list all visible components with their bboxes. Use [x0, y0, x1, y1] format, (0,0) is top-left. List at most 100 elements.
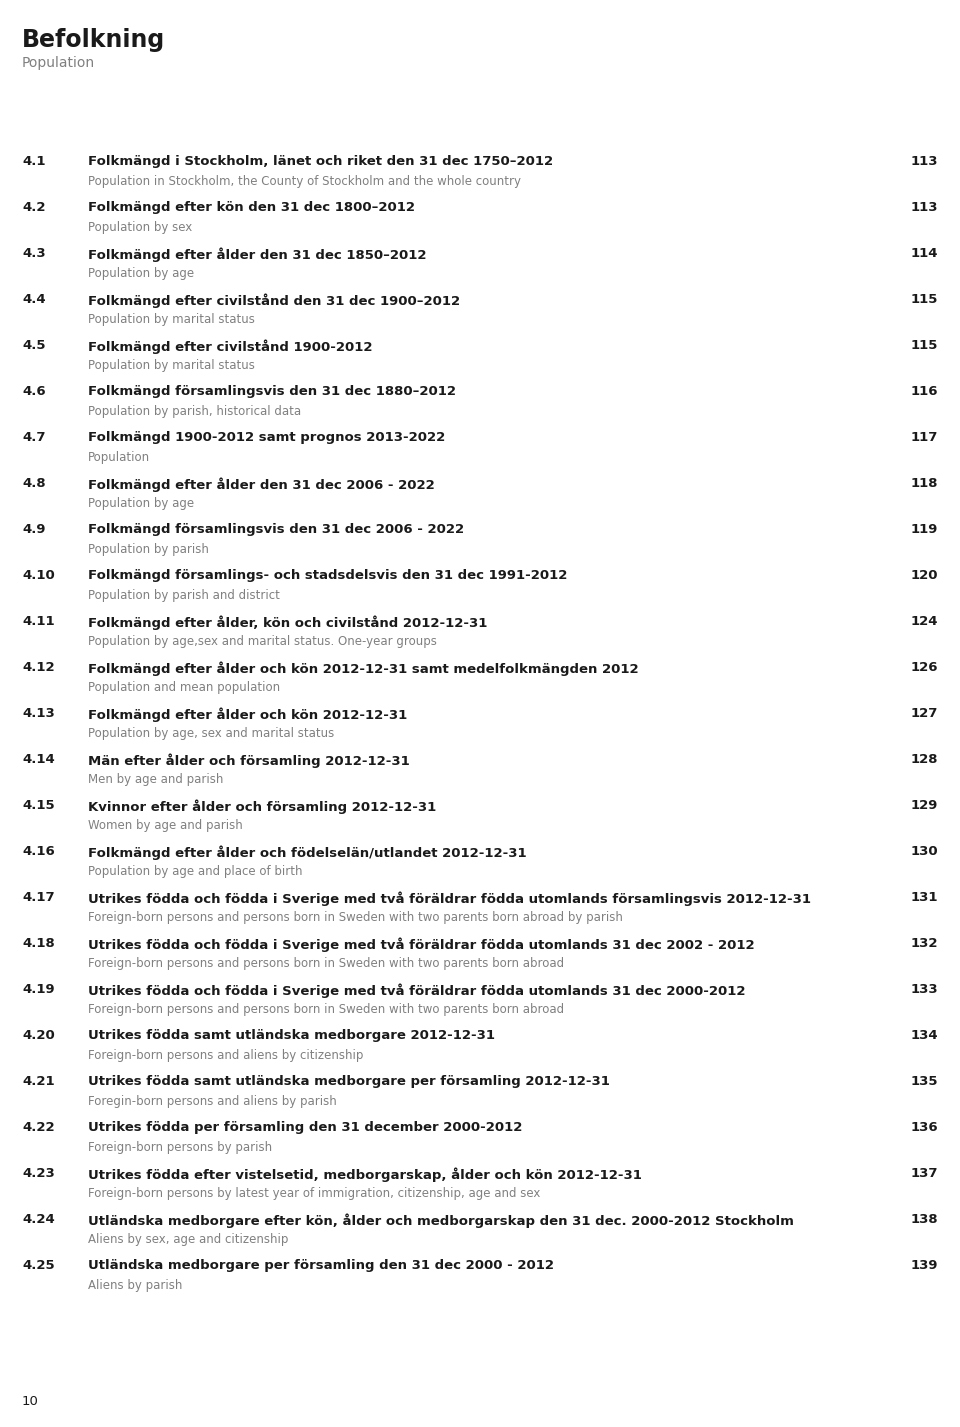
Text: Utrikes födda samt utländska medborgare 2012-12-31: Utrikes födda samt utländska medborgare … [88, 1029, 495, 1042]
Text: Folkmängd efter civilstånd den 31 dec 1900–2012: Folkmängd efter civilstånd den 31 dec 19… [88, 293, 460, 308]
Text: Population by parish, historical data: Population by parish, historical data [88, 405, 301, 418]
Text: 135: 135 [910, 1075, 938, 1087]
Text: Population by age: Population by age [88, 267, 194, 280]
Text: 133: 133 [910, 983, 938, 996]
Text: Population: Population [22, 56, 95, 70]
Text: 4.4: 4.4 [22, 293, 46, 305]
Text: 137: 137 [910, 1167, 938, 1180]
Text: 130: 130 [910, 845, 938, 858]
Text: 4.6: 4.6 [22, 385, 46, 398]
Text: 4.24: 4.24 [22, 1213, 55, 1226]
Text: Folkmängd efter ålder den 31 dec 2006 - 2022: Folkmängd efter ålder den 31 dec 2006 - … [88, 477, 435, 491]
Text: 128: 128 [910, 753, 938, 766]
Text: 4.5: 4.5 [22, 340, 45, 352]
Text: Aliens by sex, age and citizenship: Aliens by sex, age and citizenship [88, 1233, 288, 1246]
Text: 115: 115 [911, 293, 938, 305]
Text: 117: 117 [911, 431, 938, 444]
Text: 4.15: 4.15 [22, 799, 55, 812]
Text: 4.3: 4.3 [22, 247, 46, 260]
Text: 4.13: 4.13 [22, 706, 55, 721]
Text: 4.14: 4.14 [22, 753, 55, 766]
Text: Kvinnor efter ålder och församling 2012-12-31: Kvinnor efter ålder och församling 2012-… [88, 799, 436, 813]
Text: Folkmängd efter kön den 31 dec 1800–2012: Folkmängd efter kön den 31 dec 1800–2012 [88, 201, 415, 214]
Text: Folkmängd församlingsvis den 31 dec 2006 - 2022: Folkmängd församlingsvis den 31 dec 2006… [88, 524, 464, 537]
Text: Folkmängd efter ålder den 31 dec 1850–2012: Folkmängd efter ålder den 31 dec 1850–20… [88, 247, 426, 261]
Text: Folkmängd efter ålder och födelselän/utlandet 2012-12-31: Folkmängd efter ålder och födelselän/utl… [88, 845, 527, 859]
Text: 4.23: 4.23 [22, 1167, 55, 1180]
Text: Population in Stockholm, the County of Stockholm and the whole country: Population in Stockholm, the County of S… [88, 176, 521, 188]
Text: Men by age and parish: Men by age and parish [88, 773, 224, 786]
Text: Utrikes födda och födda i Sverige med två föräldrar födda utomlands församlingsv: Utrikes födda och födda i Sverige med tv… [88, 890, 811, 906]
Text: 4.21: 4.21 [22, 1075, 55, 1087]
Text: 118: 118 [910, 477, 938, 489]
Text: 120: 120 [910, 569, 938, 582]
Text: Folkmängd efter ålder och kön 2012-12-31: Folkmängd efter ålder och kön 2012-12-31 [88, 706, 407, 722]
Text: Population by parish: Population by parish [88, 544, 209, 557]
Text: Population by age: Population by age [88, 497, 194, 509]
Text: Foreign-born persons and persons born in Sweden with two parents born abroad: Foreign-born persons and persons born in… [88, 1003, 564, 1016]
Text: Population: Population [88, 451, 150, 464]
Text: 113: 113 [910, 201, 938, 214]
Text: Foreign-born persons and persons born in Sweden with two parents born abroad: Foreign-born persons and persons born in… [88, 958, 564, 970]
Text: Population by age,sex and marital status. One-year groups: Population by age,sex and marital status… [88, 635, 437, 648]
Text: Utrikes födda och födda i Sverige med två föräldrar födda utomlands 31 dec 2002 : Utrikes födda och födda i Sverige med tv… [88, 938, 755, 952]
Text: Folkmängd i Stockholm, länet och riket den 31 dec 1750–2012: Folkmängd i Stockholm, länet och riket d… [88, 156, 553, 168]
Text: 124: 124 [910, 615, 938, 628]
Text: 139: 139 [910, 1259, 938, 1271]
Text: Utländska medborgare per församling den 31 dec 2000 - 2012: Utländska medborgare per församling den … [88, 1259, 554, 1271]
Text: 134: 134 [910, 1029, 938, 1042]
Text: Utrikes födda per församling den 31 december 2000-2012: Utrikes födda per församling den 31 dece… [88, 1122, 522, 1134]
Text: Population by age, sex and marital status: Population by age, sex and marital statu… [88, 726, 334, 741]
Text: Foreign-born persons by latest year of immigration, citizenship, age and sex: Foreign-born persons by latest year of i… [88, 1187, 540, 1200]
Text: 132: 132 [910, 938, 938, 950]
Text: Män efter ålder och församling 2012-12-31: Män efter ålder och församling 2012-12-3… [88, 753, 410, 768]
Text: Foreign-born persons and persons born in Sweden with two parents born abroad by : Foreign-born persons and persons born in… [88, 910, 623, 925]
Text: 129: 129 [911, 799, 938, 812]
Text: 4.11: 4.11 [22, 615, 55, 628]
Text: Population by marital status: Population by marital status [88, 313, 254, 325]
Text: Utländska medborgare efter kön, ålder och medborgarskap den 31 dec. 2000-2012 St: Utländska medborgare efter kön, ålder oc… [88, 1213, 794, 1227]
Text: Befolkning: Befolkning [22, 29, 165, 51]
Text: Utrikes födda samt utländska medborgare per församling 2012-12-31: Utrikes födda samt utländska medborgare … [88, 1075, 610, 1087]
Text: Utrikes födda och födda i Sverige med två föräldrar födda utomlands 31 dec 2000-: Utrikes födda och födda i Sverige med tv… [88, 983, 746, 997]
Text: 138: 138 [910, 1213, 938, 1226]
Text: 4.19: 4.19 [22, 983, 55, 996]
Text: Women by age and parish: Women by age and parish [88, 819, 243, 832]
Text: 4.2: 4.2 [22, 201, 45, 214]
Text: Folkmängd efter civilstånd 1900-2012: Folkmängd efter civilstånd 1900-2012 [88, 340, 372, 354]
Text: Folkmängd efter ålder och kön 2012-12-31 samt medelfolkmängden 2012: Folkmängd efter ålder och kön 2012-12-31… [88, 661, 638, 675]
Text: 4.16: 4.16 [22, 845, 55, 858]
Text: 115: 115 [911, 340, 938, 352]
Text: Population by marital status: Population by marital status [88, 360, 254, 372]
Text: 136: 136 [910, 1122, 938, 1134]
Text: Population and mean population: Population and mean population [88, 681, 280, 694]
Text: 4.10: 4.10 [22, 569, 55, 582]
Text: 126: 126 [910, 661, 938, 674]
Text: Population by sex: Population by sex [88, 221, 192, 234]
Text: Folkmängd församlingsvis den 31 dec 1880–2012: Folkmängd församlingsvis den 31 dec 1880… [88, 385, 456, 398]
Text: Aliens by parish: Aliens by parish [88, 1279, 182, 1291]
Text: Population by age and place of birth: Population by age and place of birth [88, 865, 302, 878]
Text: 116: 116 [910, 385, 938, 398]
Text: Folkmängd församlings- och stadsdelsvis den 31 dec 1991-2012: Folkmängd församlings- och stadsdelsvis … [88, 569, 567, 582]
Text: Folkmängd 1900-2012 samt prognos 2013-2022: Folkmängd 1900-2012 samt prognos 2013-20… [88, 431, 445, 444]
Text: 131: 131 [910, 890, 938, 903]
Text: 4.17: 4.17 [22, 890, 55, 903]
Text: 4.7: 4.7 [22, 431, 45, 444]
Text: 4.9: 4.9 [22, 524, 45, 537]
Text: 4.20: 4.20 [22, 1029, 55, 1042]
Text: 10: 10 [22, 1396, 38, 1408]
Text: 4.8: 4.8 [22, 477, 46, 489]
Text: 114: 114 [910, 247, 938, 260]
Text: Population by parish and district: Population by parish and district [88, 589, 280, 602]
Text: Foreign-born persons and aliens by citizenship: Foreign-born persons and aliens by citiz… [88, 1049, 364, 1062]
Text: 4.22: 4.22 [22, 1122, 55, 1134]
Text: Foreign-born persons by parish: Foreign-born persons by parish [88, 1142, 272, 1154]
Text: 113: 113 [910, 156, 938, 168]
Text: Utrikes födda efter vistelsetid, medborgarskap, ålder och kön 2012-12-31: Utrikes födda efter vistelsetid, medborg… [88, 1167, 642, 1182]
Text: Foregin-born persons and aliens by parish: Foregin-born persons and aliens by paris… [88, 1095, 337, 1107]
Text: 4.12: 4.12 [22, 661, 55, 674]
Text: 4.1: 4.1 [22, 156, 45, 168]
Text: 119: 119 [911, 524, 938, 537]
Text: 127: 127 [911, 706, 938, 721]
